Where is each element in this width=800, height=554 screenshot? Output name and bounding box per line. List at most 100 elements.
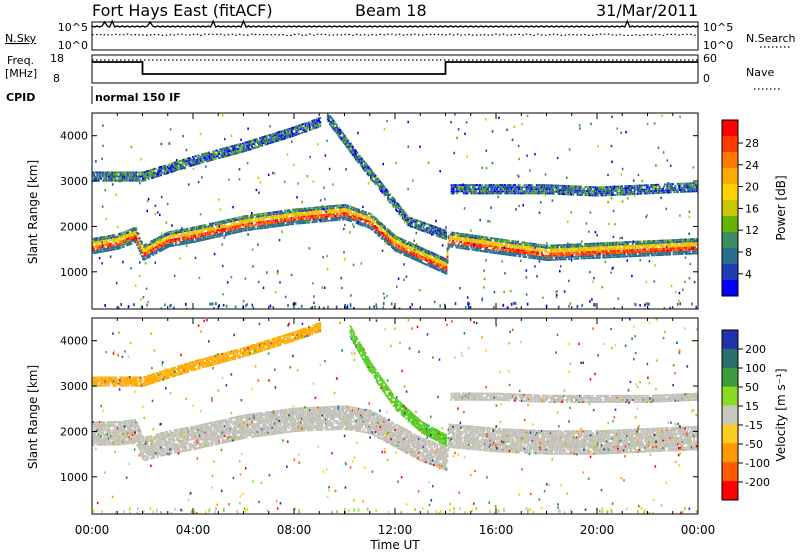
heatmap-cell xyxy=(610,190,613,192)
heatmap-cell xyxy=(641,250,644,253)
heatmap-cell xyxy=(235,148,238,151)
heatmap-cell xyxy=(607,246,610,248)
heatmap-cell xyxy=(444,266,447,268)
heatmap-cell xyxy=(600,192,603,195)
heatmap-cell xyxy=(411,243,414,245)
heatmap-cell xyxy=(98,171,101,174)
heatmap-cell xyxy=(123,241,126,244)
heatmap-cell xyxy=(390,232,393,234)
heatmap-cell xyxy=(638,240,641,243)
heatmap-cell xyxy=(630,255,633,258)
heatmap-cell xyxy=(107,177,110,180)
heatmap-cell xyxy=(389,239,392,241)
heatmap-cell xyxy=(129,175,132,178)
heatmap-cell xyxy=(640,244,643,247)
heatmap-cell xyxy=(696,252,698,255)
heatmap-cell xyxy=(105,175,108,178)
heatmap-cell xyxy=(476,247,479,250)
heatmap-cell xyxy=(100,173,102,176)
heatmap-cell xyxy=(543,188,546,191)
heatmap-cell xyxy=(198,227,201,230)
heatmap-cell xyxy=(641,184,644,187)
heatmap-cell xyxy=(522,255,525,258)
heatmap-cell xyxy=(577,243,580,246)
heatmap-cell xyxy=(104,177,107,180)
heatmap-cell xyxy=(455,246,458,249)
heatmap-cell xyxy=(588,245,591,247)
heatmap-cell xyxy=(282,214,285,216)
heatmap-cell xyxy=(488,241,491,243)
heatmap-cell xyxy=(567,185,570,188)
heatmap-cell xyxy=(585,255,588,258)
heatmap-cell xyxy=(552,258,555,261)
heatmap-cell xyxy=(110,245,113,247)
heatmap-cell xyxy=(188,165,191,168)
heatmap-cell xyxy=(609,248,611,250)
heatmap-cell xyxy=(106,179,109,182)
heatmap-cell xyxy=(451,231,454,234)
heatmap-cell xyxy=(381,223,384,226)
heatmap-cell xyxy=(532,253,535,256)
heatmap-cell xyxy=(453,242,456,245)
heatmap-cell xyxy=(231,228,234,231)
heatmap-cell xyxy=(407,253,410,256)
heatmap-cell xyxy=(406,243,409,245)
heatmap-cell xyxy=(101,175,104,178)
heatmap-cell xyxy=(184,158,186,161)
heatmap-cell xyxy=(146,256,149,259)
heatmap-cell xyxy=(519,192,522,195)
heatmap-cell xyxy=(553,254,556,257)
heatmap-cell xyxy=(463,243,466,246)
heatmap-cell xyxy=(553,250,556,253)
heatmap-cell xyxy=(489,192,492,195)
heatmap-cell xyxy=(177,233,180,236)
heatmap-cell xyxy=(432,252,435,255)
heatmap-cell xyxy=(192,235,194,237)
heatmap-cell xyxy=(515,244,518,247)
heatmap-cell xyxy=(511,250,514,253)
heatmap-cell xyxy=(319,220,322,223)
heatmap-cell xyxy=(632,193,635,195)
heatmap-cell xyxy=(489,241,492,244)
heatmap-cell xyxy=(464,235,467,238)
heatmap-cell xyxy=(114,179,117,182)
heatmap-cell xyxy=(563,246,566,248)
heatmap-cell xyxy=(632,253,635,256)
heatmap-cell xyxy=(280,136,283,139)
heatmap-cell xyxy=(181,228,184,231)
heatmap-cell xyxy=(401,248,404,251)
heatmap-cell xyxy=(404,244,407,246)
heatmap-cell xyxy=(298,132,301,135)
heatmap-cell xyxy=(682,244,685,247)
heatmap-cell xyxy=(569,245,572,248)
heatmap-cell xyxy=(568,189,571,192)
heatmap-cell xyxy=(457,186,460,189)
heatmap-cell xyxy=(506,241,509,244)
heatmap-cell xyxy=(655,183,658,186)
heatmap-cell xyxy=(97,173,100,176)
heatmap-cell xyxy=(97,245,100,248)
heatmap-cell xyxy=(424,263,427,266)
heatmap-cell xyxy=(628,241,631,243)
heatmap-cell xyxy=(444,259,447,262)
heatmap-cell xyxy=(505,245,508,248)
heatmap-cell xyxy=(602,250,605,253)
heatmap-cell xyxy=(196,230,199,232)
heatmap-cell xyxy=(494,248,497,250)
heatmap-cell xyxy=(287,130,290,133)
heatmap-cell xyxy=(639,190,642,193)
heatmap-cell xyxy=(238,228,241,231)
heatmap-cell xyxy=(276,137,279,140)
heatmap-cell xyxy=(588,188,590,191)
heatmap-cell xyxy=(551,248,553,251)
heatmap-cell xyxy=(187,233,190,236)
heatmap-cell xyxy=(222,151,225,154)
heatmap-cell xyxy=(607,186,610,188)
heatmap-cell xyxy=(177,231,180,234)
heatmap-cell xyxy=(379,227,382,230)
heatmap-cell xyxy=(546,184,548,187)
heatmap-cell xyxy=(589,251,592,253)
heatmap-cell xyxy=(343,214,346,217)
heatmap-cell xyxy=(561,250,564,253)
heatmap-cell xyxy=(585,249,588,252)
